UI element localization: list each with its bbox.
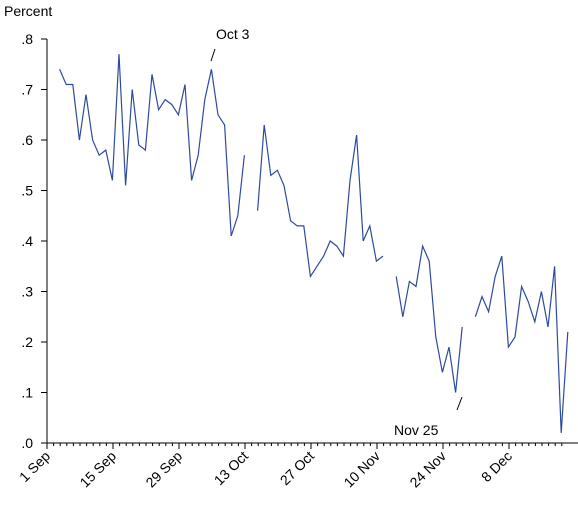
annotation-pointer [210,48,216,62]
annotation: Nov 25 [394,422,439,438]
y-tick-label: .3 [21,284,33,300]
y-tick-label: .7 [21,82,33,98]
x-tick-label: 13 Oct [211,448,252,489]
y-tick-label: .1 [21,385,33,401]
x-tick-label: 29 Sep [142,448,185,491]
x-tick-label: 27 Oct [277,448,318,489]
y-tick-label: .6 [21,132,33,148]
x-tick-label: 8 Dec [478,448,515,485]
y-tick-label: .8 [21,31,33,47]
y-tick-label: .0 [21,435,33,451]
series-line [59,54,569,433]
y-axis-label: Percent [4,3,52,19]
x-tick-label: 1 Sep [16,448,53,485]
x-tick-label: 10 Nov [340,448,383,491]
y-tick-label: .5 [21,183,33,199]
x-tick-label: 24 Nov [406,448,449,491]
x-tick-label: 15 Sep [76,448,119,491]
y-tick-label: .2 [21,334,33,350]
annotation-pointer [456,396,463,411]
y-tick-label: .4 [21,233,33,249]
annotation: Oct 3 [216,26,250,42]
